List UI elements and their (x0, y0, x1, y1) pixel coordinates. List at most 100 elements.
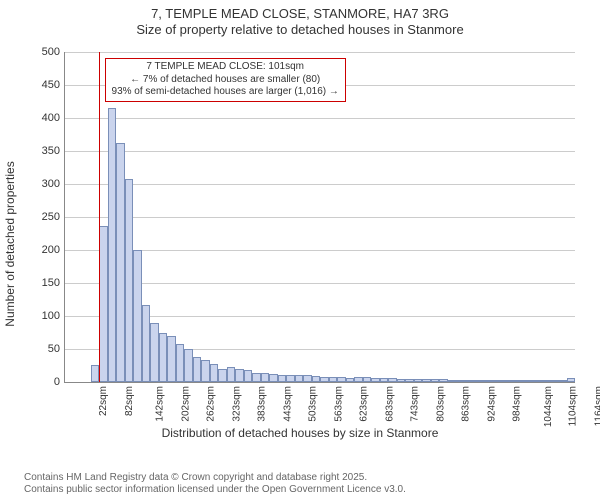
y-axis-label: Number of detached properties (3, 161, 17, 326)
x-tick-label: 202sqm (180, 386, 191, 422)
histogram-bar (312, 376, 321, 382)
histogram-bar (354, 377, 363, 382)
x-tick-label: 323sqm (231, 386, 242, 422)
histogram-bar (388, 378, 397, 382)
y-tick-label: 350 (30, 145, 60, 157)
x-axis-label: Distribution of detached houses by size … (0, 426, 600, 440)
histogram-bar (167, 336, 176, 382)
histogram-bar (320, 377, 329, 382)
histogram-bar (550, 380, 559, 382)
histogram-bar (524, 380, 533, 382)
histogram-bar (286, 375, 295, 382)
callout-line-1: 7 TEMPLE MEAD CLOSE: 101sqm (112, 61, 339, 74)
histogram-bar (252, 373, 261, 382)
histogram-bar (499, 380, 508, 382)
y-tick-label: 300 (30, 178, 60, 190)
y-tick-label: 450 (30, 79, 60, 91)
y-tick-label: 200 (30, 244, 60, 256)
histogram-bar (150, 323, 159, 382)
histogram-bar (235, 369, 244, 382)
histogram-bar (99, 226, 108, 382)
x-tick-label: 984sqm (512, 386, 523, 422)
histogram-bar (193, 357, 202, 382)
histogram-bar (133, 250, 142, 382)
x-tick-label: 1104sqm (567, 386, 578, 426)
x-tick-label: 503sqm (308, 386, 319, 422)
gridline (65, 52, 575, 53)
x-tick-label: 683sqm (384, 386, 395, 422)
histogram-bar (405, 379, 414, 382)
histogram-bar (397, 379, 406, 382)
histogram-bar (422, 379, 431, 382)
x-tick-label: 1164sqm (593, 386, 600, 426)
x-tick-label: 22sqm (98, 386, 109, 416)
gridline (65, 283, 575, 284)
title-line-2: Size of property relative to detached ho… (0, 22, 600, 38)
gridline (65, 118, 575, 119)
histogram-bar (567, 378, 576, 382)
histogram-bar (448, 380, 457, 382)
x-tick-label: 563sqm (333, 386, 344, 422)
gridline (65, 250, 575, 251)
gridline (65, 151, 575, 152)
histogram-bar (490, 380, 499, 382)
histogram-bar (125, 179, 134, 382)
histogram-bar (303, 375, 312, 382)
histogram-bar (159, 333, 168, 383)
y-tick-label: 500 (30, 46, 60, 58)
histogram-bar (516, 380, 525, 382)
histogram-bar (210, 364, 219, 382)
x-tick-label: 383sqm (257, 386, 268, 422)
histogram-bar (269, 374, 278, 382)
x-tick-label: 1044sqm (543, 386, 554, 427)
histogram-bar (456, 380, 465, 382)
histogram-bar (329, 377, 338, 382)
histogram-bar (507, 380, 516, 382)
callout-line-2: ← 7% of detached houses are smaller (80) (112, 74, 339, 87)
marker-callout: 7 TEMPLE MEAD CLOSE: 101sqm← 7% of detac… (105, 58, 346, 102)
gridline (65, 184, 575, 185)
histogram-bar (142, 305, 151, 382)
x-tick-label: 82sqm (124, 386, 135, 416)
histogram-bar (363, 377, 372, 382)
x-tick-label: 443sqm (282, 386, 293, 422)
histogram-bar (108, 108, 117, 382)
x-tick-label: 262sqm (206, 386, 217, 422)
marker-line (99, 52, 100, 382)
plot-area: 7 TEMPLE MEAD CLOSE: 101sqm← 7% of detac… (64, 52, 575, 383)
chart-container: Number of detached properties 7 TEMPLE M… (0, 44, 600, 444)
histogram-bar (201, 360, 210, 382)
histogram-bar (482, 380, 491, 382)
y-tick-label: 150 (30, 277, 60, 289)
x-tick-label: 142sqm (155, 386, 166, 422)
histogram-bar (218, 369, 227, 382)
footer-line-1: Contains HM Land Registry data © Crown c… (24, 472, 406, 484)
histogram-bar (558, 380, 567, 382)
gridline (65, 217, 575, 218)
y-tick-label: 400 (30, 112, 60, 124)
x-tick-label: 623sqm (359, 386, 370, 422)
histogram-bar (227, 367, 236, 382)
histogram-bar (473, 380, 482, 382)
chart-title-block: 7, TEMPLE MEAD CLOSE, STANMORE, HA7 3RG … (0, 0, 600, 39)
histogram-bar (337, 377, 346, 382)
histogram-bar (533, 380, 542, 382)
histogram-bar (380, 378, 389, 382)
histogram-bar (371, 378, 380, 382)
histogram-bar (176, 344, 185, 382)
x-tick-label: 803sqm (435, 386, 446, 422)
histogram-bar (439, 379, 448, 382)
y-tick-label: 250 (30, 211, 60, 223)
footer-attribution: Contains HM Land Registry data © Crown c… (24, 472, 406, 496)
histogram-bar (346, 378, 355, 382)
histogram-bar (244, 370, 253, 382)
histogram-bar (116, 143, 125, 382)
histogram-bar (541, 380, 550, 382)
y-tick-label: 100 (30, 310, 60, 322)
histogram-bar (261, 373, 270, 382)
x-tick-label: 863sqm (461, 386, 472, 422)
x-tick-label: 924sqm (486, 386, 497, 422)
histogram-bar (278, 375, 287, 382)
footer-line-2: Contains public sector information licen… (24, 484, 406, 496)
histogram-bar (295, 375, 304, 382)
